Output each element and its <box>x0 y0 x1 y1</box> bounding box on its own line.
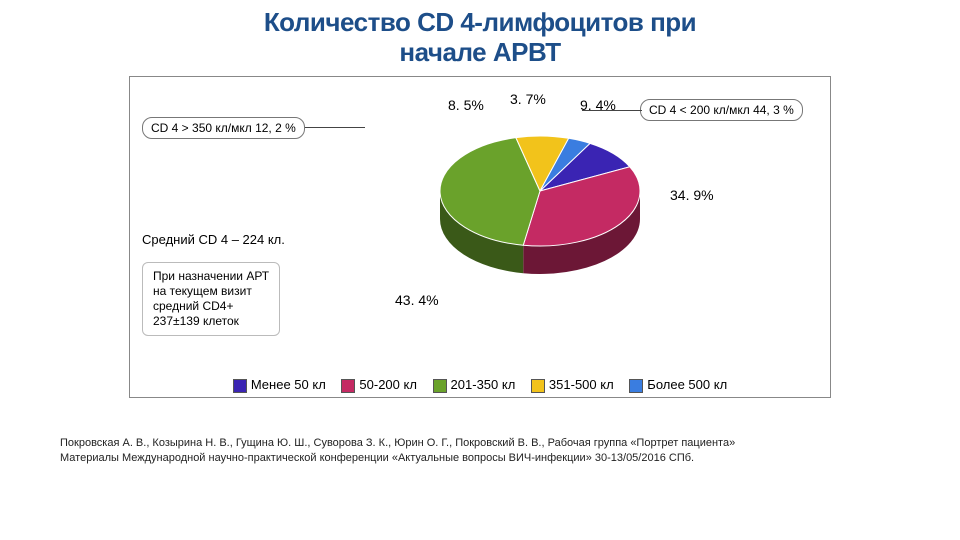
legend-item-2: 201-350 кл <box>433 377 516 393</box>
legend-label-0: Менее 50 кл <box>251 377 326 392</box>
legend-label-4: Более 500 кл <box>647 377 727 392</box>
callout-left: CD 4 > 350 кл/мкл 12, 2 % <box>142 117 305 139</box>
pct-201-350: 43. 4% <box>395 292 439 308</box>
pct-351-500: 8. 5% <box>448 97 484 113</box>
leader-right <box>582 110 642 111</box>
legend-label-2: 201-350 кл <box>451 377 516 392</box>
infobox: При назначении АРТ на текущем визит сред… <box>142 262 280 336</box>
chart-frame: 9. 4% 34. 9% 43. 4% 8. 5% 3. 7% CD 4 > 3… <box>129 76 831 398</box>
infobox-l4: 237±139 клеток <box>153 314 239 328</box>
swatch-2 <box>433 379 447 393</box>
legend-item-4: Более 500 кл <box>629 377 727 393</box>
legend-item-3: 351-500 кл <box>531 377 614 393</box>
legend-label-3: 351-500 кл <box>549 377 614 392</box>
avg-cd4-text: Средний CD 4 – 224 кл. <box>142 232 285 247</box>
callout-right: CD 4 < 200 кл/мкл 44, 3 % <box>640 99 803 121</box>
citation-l1: Покровская А. В., Козырина Н. В., Гущина… <box>60 437 735 449</box>
legend-item-1: 50-200 кл <box>341 377 417 393</box>
swatch-3 <box>531 379 545 393</box>
legend: Менее 50 кл 50-200 кл 201-350 кл 351-500… <box>130 377 830 393</box>
legend-label-1: 50-200 кл <box>359 377 417 392</box>
citation: Покровская А. В., Козырина Н. В., Гущина… <box>60 436 900 466</box>
page-title: Количество CD 4-лимфоцитов при начале АР… <box>0 8 960 68</box>
pct-gt500: 3. 7% <box>510 91 546 107</box>
pct-50-200: 34. 9% <box>670 187 714 203</box>
title-line-2: начале АРВТ <box>399 37 560 67</box>
infobox-l3: средний CD4+ <box>153 299 233 313</box>
swatch-1 <box>341 379 355 393</box>
citation-l2: Материалы Международной научно-практичес… <box>60 452 694 464</box>
infobox-l2: на текущем визит <box>153 284 252 298</box>
title-line-1: Количество CD 4-лимфоцитов при <box>264 7 696 37</box>
leader-left <box>305 127 365 128</box>
legend-item-0: Менее 50 кл <box>233 377 326 393</box>
swatch-4 <box>629 379 643 393</box>
infobox-l1: При назначении АРТ <box>153 269 269 283</box>
swatch-0 <box>233 379 247 393</box>
